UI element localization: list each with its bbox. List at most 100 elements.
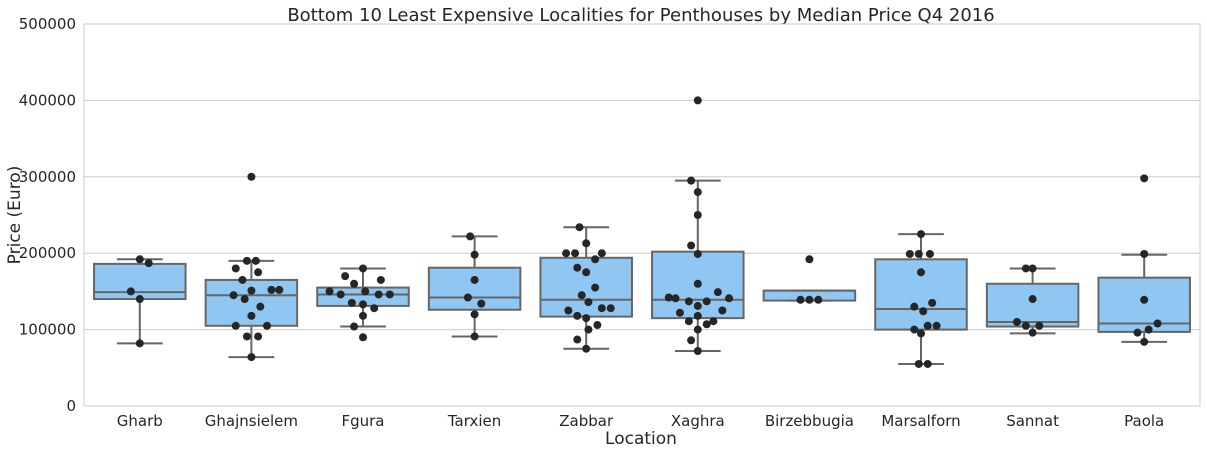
data-point [1035, 321, 1044, 330]
data-point [573, 263, 582, 272]
y-tick-label: 400000 [19, 91, 76, 109]
data-point [910, 302, 919, 311]
box-tarxien [427, 266, 522, 311]
data-point [359, 264, 367, 273]
data-point [325, 287, 334, 296]
box-marsalforn [874, 258, 968, 331]
y-tick-label: 200000 [19, 244, 76, 262]
data-point [347, 298, 356, 307]
data-point [917, 329, 925, 338]
data-point [687, 241, 696, 250]
y-tick-label: 500000 [19, 15, 76, 33]
box-zabbar [539, 256, 633, 318]
data-point [361, 287, 370, 296]
data-point [254, 268, 263, 277]
data-point [693, 346, 702, 355]
data-point [242, 256, 251, 265]
data-point [814, 295, 823, 304]
data-point [1144, 325, 1153, 334]
data-point [923, 321, 932, 330]
data-point [573, 311, 582, 320]
x-tick-label: Tarxien [447, 412, 501, 430]
data-point [240, 295, 249, 304]
x-tick-label: Marsalforn [881, 412, 960, 430]
data-point [910, 325, 919, 334]
boxes [93, 179, 1191, 365]
data-point [584, 298, 593, 307]
data-point [693, 311, 702, 320]
data-point [350, 279, 359, 288]
data-point [263, 321, 272, 330]
data-point [1012, 317, 1021, 326]
data-point [231, 321, 240, 330]
data-point [925, 249, 934, 258]
data-point [562, 249, 571, 258]
x-tick-label: Paola [1124, 412, 1164, 430]
data-point [135, 255, 144, 264]
data-point [470, 250, 479, 259]
data-points [126, 96, 1162, 368]
data-point [238, 275, 247, 284]
data-point [709, 317, 718, 326]
data-point [1140, 295, 1149, 304]
data-point [582, 344, 591, 353]
data-point [1133, 328, 1142, 337]
data-point [242, 332, 251, 341]
data-point [1140, 174, 1149, 183]
data-point [470, 310, 479, 319]
data-point [671, 294, 680, 303]
data-point [606, 304, 615, 313]
data-point [693, 188, 702, 197]
data-point [144, 259, 153, 268]
data-point [582, 239, 591, 248]
data-point [470, 275, 479, 284]
x-tick-labels: Gharb Ghajnsielem Fgura Tarxien Zabbar Xaghra… [117, 412, 1164, 430]
y-tick-label: 100000 [19, 321, 76, 339]
data-point [135, 339, 144, 348]
data-point [477, 299, 486, 308]
data-point [582, 314, 591, 323]
data-point [577, 291, 586, 300]
data-point [905, 249, 914, 258]
data-point [385, 290, 394, 299]
data-point [917, 230, 925, 239]
data-point [914, 249, 923, 258]
y-tick-label: 0 [66, 397, 76, 415]
box-gharb [93, 262, 187, 301]
data-point [684, 317, 693, 326]
data-point [466, 232, 475, 241]
box-sannat [985, 282, 1080, 328]
data-point [582, 268, 591, 277]
data-point [247, 353, 256, 362]
data-point [229, 291, 238, 300]
data-point [256, 302, 265, 311]
data-point [693, 211, 702, 219]
data-point [350, 322, 359, 331]
data-point [251, 256, 260, 265]
data-point [336, 290, 345, 299]
data-point [702, 320, 711, 329]
data-point [359, 333, 367, 342]
data-point [591, 255, 600, 264]
data-point [693, 96, 702, 105]
data-point [376, 275, 385, 284]
plot-frame [83, 23, 1201, 407]
data-point [923, 359, 932, 368]
data-point [470, 332, 479, 341]
y-axis-label: Price (Euro) [5, 166, 25, 265]
data-point [1028, 264, 1037, 273]
x-tick-label: Birzebbugia [765, 412, 854, 430]
data-point [584, 325, 593, 334]
data-point [254, 332, 263, 341]
x-tick-label: Fgura [341, 412, 384, 430]
data-point [359, 300, 367, 309]
data-point [917, 268, 925, 277]
x-tick-label: Ghajnsielem [205, 412, 298, 430]
data-point [664, 293, 673, 302]
data-point [805, 295, 814, 304]
data-point [687, 336, 696, 345]
data-point [687, 176, 696, 185]
data-point [1028, 295, 1037, 304]
data-point [247, 286, 256, 295]
